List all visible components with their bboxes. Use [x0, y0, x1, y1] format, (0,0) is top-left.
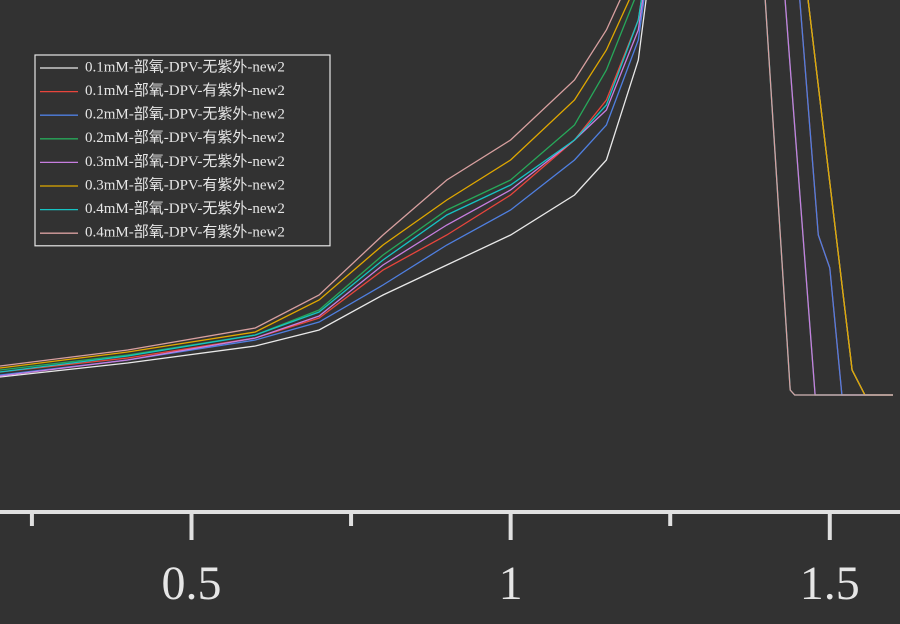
legend-label: 0.2mM-部氧-DPV-有紫外-new2	[85, 129, 285, 146]
legend-label: 0.4mM-部氧-DPV-有紫外-new2	[85, 224, 285, 241]
legend-label: 0.4mM-部氧-DPV-无紫外-new2	[85, 200, 285, 217]
x-tick-label: 1	[499, 557, 523, 610]
legend-label: 0.1mM-部氧-DPV-无紫外-new2	[85, 58, 285, 75]
legend: 0.1mM-部氧-DPV-无紫外-new2 0.1mM-部氧-DPV-有紫外-ne…	[34, 54, 331, 247]
x-tick-label: 1.5	[800, 557, 860, 610]
series-line	[0, 0, 893, 396]
x-tick-label: 0.5	[161, 557, 221, 610]
legend-box	[34, 54, 331, 247]
plot-area	[0, 0, 893, 396]
legend-label: 0.3mM-部氧-DPV-无紫外-new2	[85, 153, 285, 170]
legend-label: 0.2mM-部氧-DPV-无紫外-new2	[85, 106, 285, 123]
series-line	[0, 0, 893, 396]
legend-label: 0.3mM-部氧-DPV-有紫外-new2	[85, 176, 285, 193]
series-line	[0, 0, 893, 396]
x-axis: 0.5 1 1.5	[0, 510, 900, 610]
legend-label: 0.1mM-部氧-DPV-有紫外-new2	[85, 82, 285, 99]
